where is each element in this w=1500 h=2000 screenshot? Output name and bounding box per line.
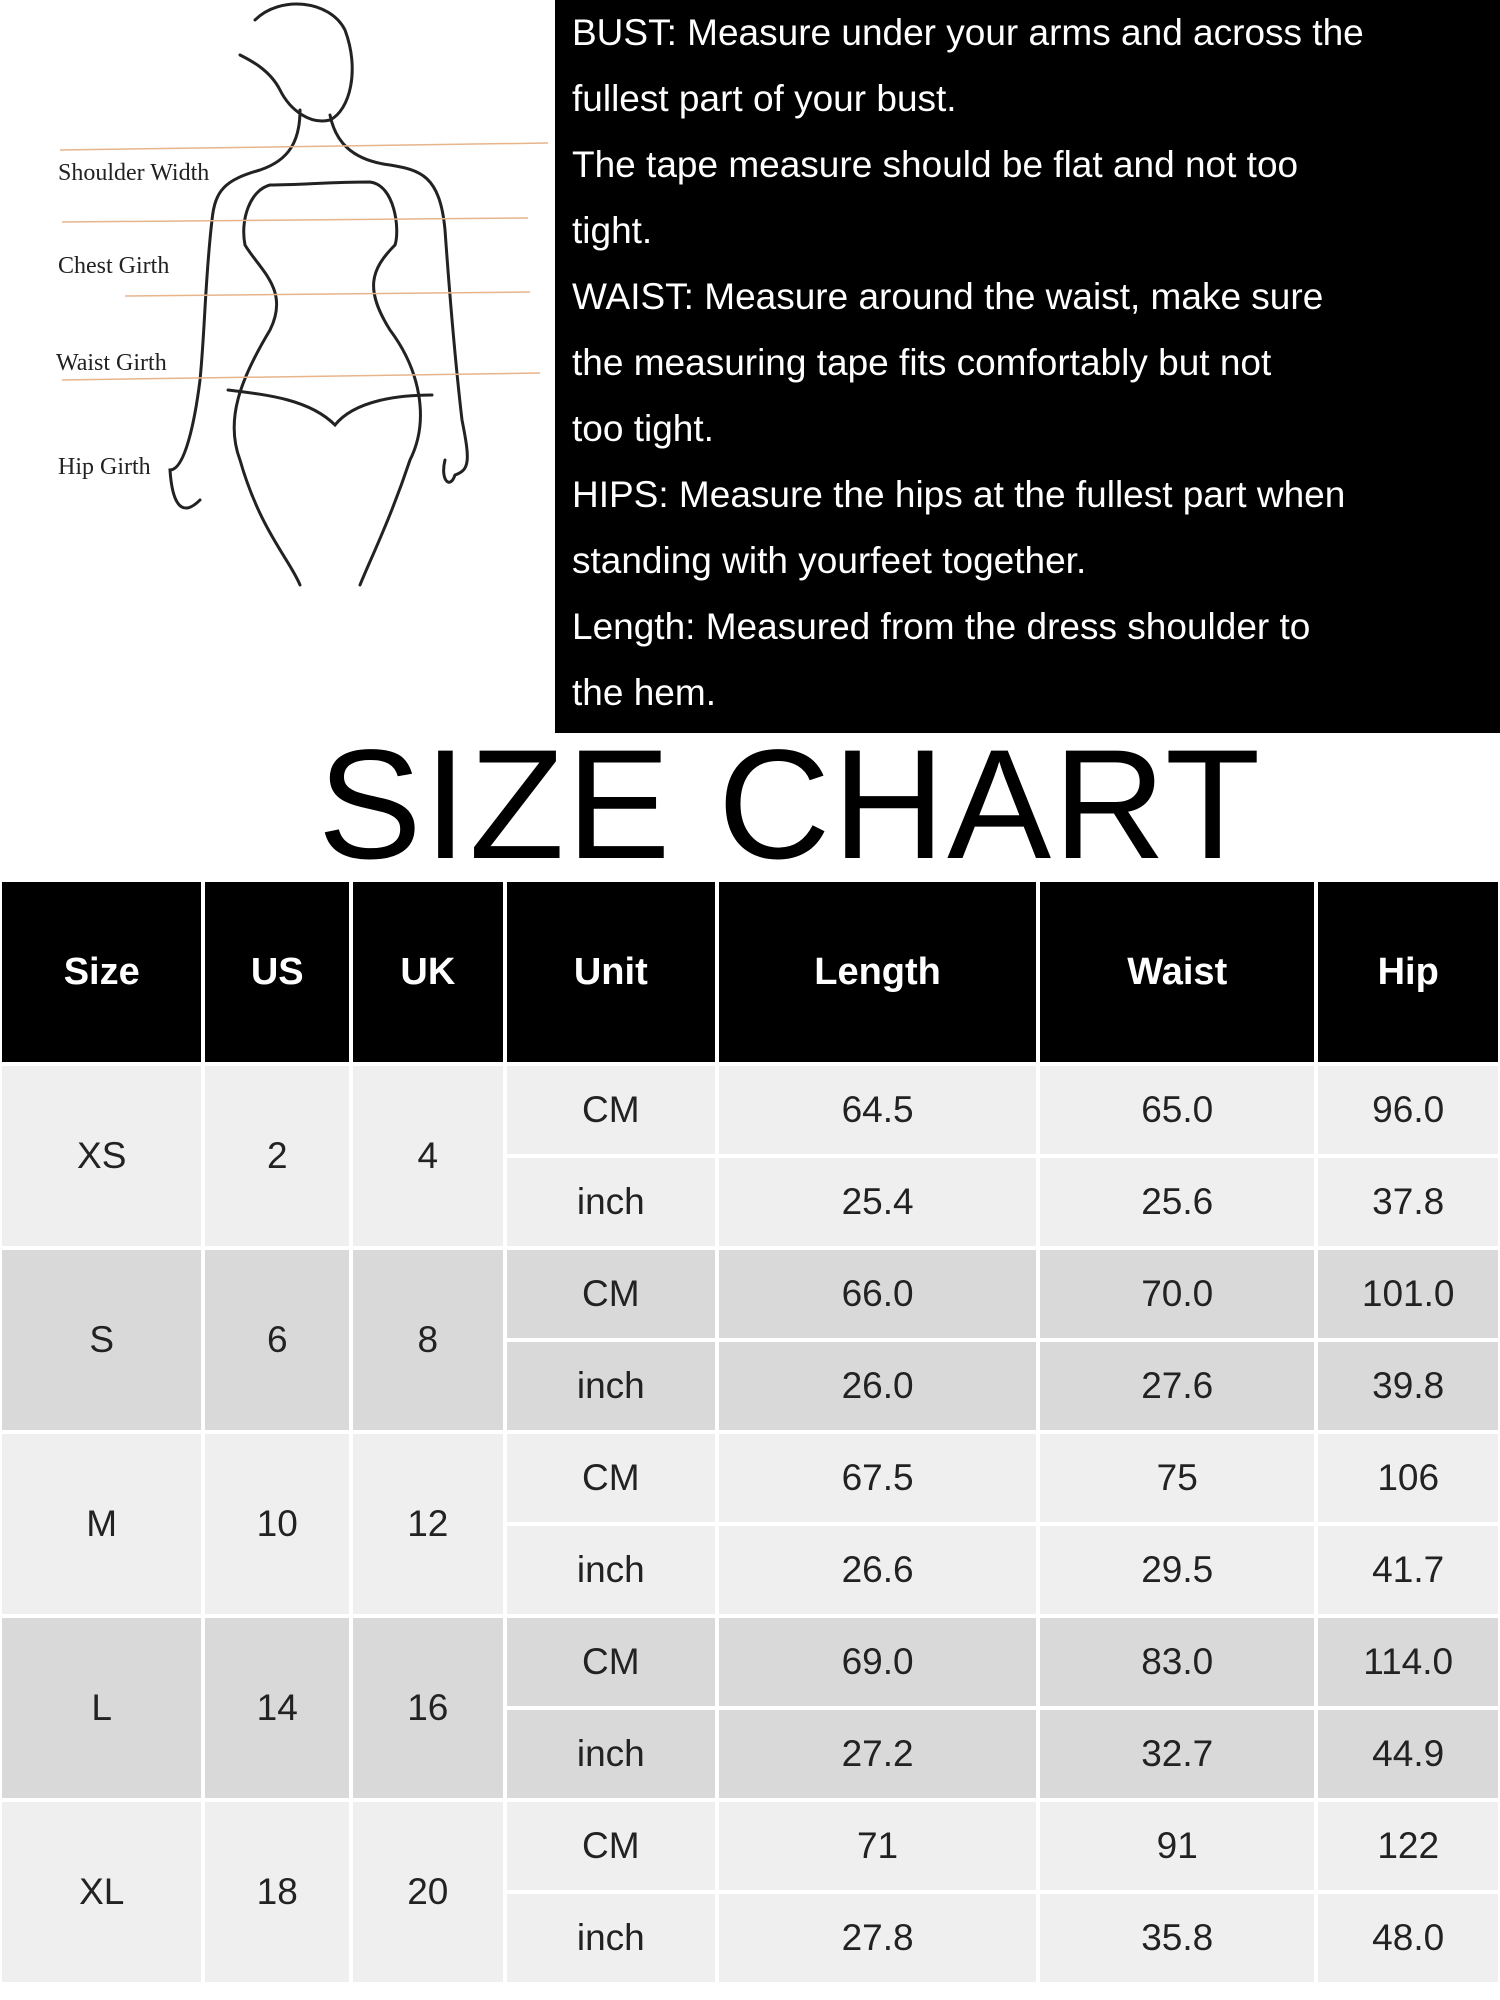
cell-length: 26.6 bbox=[719, 1526, 1037, 1614]
cell-uk: 8 bbox=[353, 1250, 503, 1430]
cell-waist: 29.5 bbox=[1040, 1526, 1315, 1614]
cell-length: 27.2 bbox=[719, 1710, 1037, 1798]
cell-length: 25.4 bbox=[719, 1158, 1037, 1246]
table-row: inch 27.2 32.7 44.9 bbox=[2, 1710, 1498, 1798]
label-hip-girth: Hip Girth bbox=[58, 454, 151, 480]
cell-size: S bbox=[2, 1250, 202, 1430]
cell-unit: inch bbox=[506, 1894, 715, 1982]
label-waist-girth: Waist Girth bbox=[56, 350, 167, 376]
cell-uk: 4 bbox=[353, 1066, 503, 1246]
cell-length: 71 bbox=[719, 1802, 1037, 1890]
header-unit: Unit bbox=[506, 882, 715, 1062]
guide-line: HIPS: Measure the hips at the fullest pa… bbox=[572, 474, 1346, 515]
cell-unit: CM bbox=[506, 1802, 715, 1890]
cell-size: L bbox=[2, 1618, 202, 1798]
cell-hip: 101.0 bbox=[1318, 1250, 1498, 1338]
cell-unit: inch bbox=[506, 1526, 715, 1614]
guide-line: tight. bbox=[572, 210, 653, 251]
cell-waist: 83.0 bbox=[1040, 1618, 1315, 1706]
table-row: inch 26.6 29.5 41.7 bbox=[2, 1526, 1498, 1614]
cell-length: 67.5 bbox=[719, 1434, 1037, 1522]
cell-unit: CM bbox=[506, 1066, 715, 1154]
guide-line: standing with yourfeet together. bbox=[572, 540, 1087, 581]
table-row: XL 18 20 CM 71 91 122 bbox=[2, 1802, 1498, 1982]
guide-line: the hem. bbox=[572, 672, 716, 713]
header-size: Size bbox=[2, 882, 202, 1062]
cell-hip: 106 bbox=[1318, 1434, 1498, 1522]
header-waist: Waist bbox=[1040, 882, 1315, 1062]
cell-hip: 96.0 bbox=[1318, 1066, 1498, 1154]
label-chest-girth: Chest Girth bbox=[58, 253, 170, 279]
cell-hip: 122 bbox=[1318, 1802, 1498, 1890]
cell-length: 26.0 bbox=[719, 1342, 1037, 1430]
cell-uk: 16 bbox=[353, 1618, 503, 1798]
guide-line: too tight. bbox=[572, 408, 714, 449]
cell-waist: 91 bbox=[1040, 1802, 1315, 1890]
table-row: L 14 16 CM 69.0 83.0 114.0 bbox=[2, 1618, 1498, 1798]
body-measurement-figure: Shoulder Width Chest Girth Waist Girth H… bbox=[0, 0, 555, 745]
cell-waist: 32.7 bbox=[1040, 1710, 1315, 1798]
cell-waist: 27.6 bbox=[1040, 1342, 1315, 1430]
cell-hip: 48.0 bbox=[1318, 1894, 1498, 1982]
cell-length: 27.8 bbox=[719, 1894, 1037, 1982]
header-uk: UK bbox=[353, 882, 503, 1062]
cell-unit: inch bbox=[506, 1710, 715, 1798]
cell-length: 66.0 bbox=[719, 1250, 1037, 1338]
cell-hip: 41.7 bbox=[1318, 1526, 1498, 1614]
cell-length: 64.5 bbox=[719, 1066, 1037, 1154]
cell-us: 6 bbox=[205, 1250, 350, 1430]
cell-size: M bbox=[2, 1434, 202, 1614]
page-title: SIZE CHART bbox=[317, 718, 1263, 892]
cell-waist: 65.0 bbox=[1040, 1066, 1315, 1154]
table-row: inch 26.0 27.6 39.8 bbox=[2, 1342, 1498, 1430]
cell-size: XL bbox=[2, 1802, 202, 1982]
cell-us: 18 bbox=[205, 1802, 350, 1982]
cell-waist: 70.0 bbox=[1040, 1250, 1315, 1338]
guide-line: the measuring tape fits comfortably but … bbox=[572, 342, 1272, 383]
measurement-guide: BUST: Measure under your arms and across… bbox=[555, 0, 1500, 733]
guide-line: fullest part of your bust. bbox=[572, 78, 957, 119]
guide-line: Length: Measured from the dress shoulder… bbox=[572, 606, 1311, 647]
table-row: M 10 12 CM 67.5 75 106 bbox=[2, 1434, 1498, 1614]
cell-waist: 35.8 bbox=[1040, 1894, 1315, 1982]
cell-us: 2 bbox=[205, 1066, 350, 1246]
label-shoulder-width: Shoulder Width bbox=[58, 160, 210, 186]
cell-hip: 39.8 bbox=[1318, 1342, 1498, 1430]
cell-unit: CM bbox=[506, 1618, 715, 1706]
header-length: Length bbox=[719, 882, 1037, 1062]
cell-waist: 25.6 bbox=[1040, 1158, 1315, 1246]
cell-hip: 37.8 bbox=[1318, 1158, 1498, 1246]
table-row: S 6 8 CM 66.0 70.0 101.0 bbox=[2, 1250, 1498, 1430]
header-hip: Hip bbox=[1318, 882, 1498, 1062]
body-outline-illustration bbox=[59, 2, 549, 587]
cell-us: 10 bbox=[205, 1434, 350, 1614]
cell-us: 14 bbox=[205, 1618, 350, 1798]
cell-length: 69.0 bbox=[719, 1618, 1037, 1706]
cell-size: XS bbox=[2, 1066, 202, 1246]
cell-waist: 75 bbox=[1040, 1434, 1315, 1522]
guide-line: BUST: Measure under your arms and across… bbox=[572, 12, 1364, 53]
cell-uk: 12 bbox=[353, 1434, 503, 1614]
cell-unit: CM bbox=[506, 1434, 715, 1522]
header-us: US bbox=[205, 882, 350, 1062]
guide-line: WAIST: Measure around the waist, make su… bbox=[572, 276, 1324, 317]
cell-unit: CM bbox=[506, 1250, 715, 1338]
table-header-row: Size US UK Unit Length Waist Hip bbox=[2, 882, 1498, 1062]
table-row: inch 25.4 25.6 37.8 bbox=[2, 1158, 1498, 1246]
table-row: inch 27.8 35.8 48.0 bbox=[2, 1894, 1498, 1982]
cell-hip: 44.9 bbox=[1318, 1710, 1498, 1798]
cell-unit: inch bbox=[506, 1342, 715, 1430]
size-chart-table: Size US UK Unit Length Waist Hip XS 2 4 CM 6… bbox=[0, 878, 1500, 1986]
cell-hip: 114.0 bbox=[1318, 1618, 1498, 1706]
cell-uk: 20 bbox=[353, 1802, 503, 1982]
cell-unit: inch bbox=[506, 1158, 715, 1246]
table-row: XS 2 4 CM 64.5 65.0 96.0 bbox=[2, 1066, 1498, 1246]
guide-line: The tape measure should be flat and not … bbox=[572, 144, 1299, 185]
